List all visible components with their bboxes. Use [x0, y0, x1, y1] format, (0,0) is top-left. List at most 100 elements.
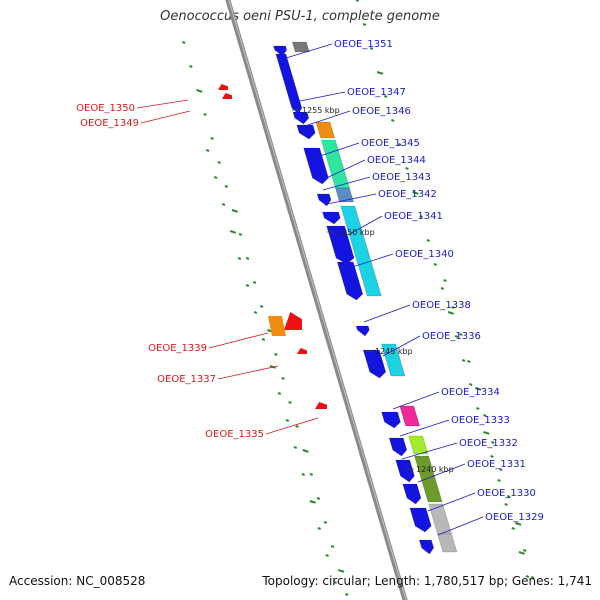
gc-mark [309, 473, 314, 476]
cog-block [335, 187, 354, 203]
forward-gene-label: OEOE_1338 [412, 300, 471, 311]
gc-mark [277, 392, 282, 395]
cog-block [437, 533, 458, 553]
reverse-gene-label: OEOE_1335 [205, 429, 264, 440]
cog-block [340, 205, 382, 297]
gc-mark [238, 233, 243, 236]
gc-mark [302, 449, 309, 453]
forward-gene-label: OEOE_1334 [441, 387, 500, 398]
leader-line [437, 516, 484, 536]
scale-tick-label: 1250 kbp [337, 228, 375, 237]
forward-cds [409, 507, 432, 533]
forward-gene-label: OEOE_1346 [352, 106, 411, 117]
summary-text: Topology: circular; Length: 1,780,517 bp… [262, 574, 592, 588]
gc-mark [245, 257, 250, 260]
leader-line [313, 142, 360, 159]
gc-mark [475, 387, 482, 391]
backbone-highlight [228, 0, 407, 600]
gc-mark [295, 425, 299, 428]
leader-line [208, 332, 269, 349]
gc-mark [210, 137, 214, 140]
gc-mark [229, 230, 237, 234]
forward-gene-label: OEOE_1331 [467, 459, 526, 470]
feature-track [218, 41, 458, 555]
forward-cds [418, 539, 435, 555]
gc-mark [376, 71, 384, 75]
gc-mark [497, 479, 501, 482]
gc-mark [301, 473, 306, 476]
gc-mark [447, 311, 455, 315]
leader-line [382, 335, 421, 357]
gc-mark [398, 143, 402, 146]
gc-mark [203, 113, 207, 116]
reverse-gene-label: OEOE_1350 [76, 103, 135, 114]
gc-mark [454, 335, 459, 338]
genome-backbone [225, 0, 408, 600]
gc-mark [253, 311, 258, 314]
gc-skew-marks [182, 0, 535, 596]
forward-cds [296, 124, 316, 140]
scale-tick-label: 1255 kbp [302, 106, 340, 115]
leader-line [417, 463, 466, 483]
reverse-cds [297, 348, 307, 354]
leader-line [217, 365, 279, 380]
leader-line [392, 391, 440, 410]
gc-mark [309, 500, 316, 504]
gc-mark [205, 149, 210, 152]
forward-cds [402, 483, 422, 505]
forward-gene-label: OEOE_1336 [422, 331, 481, 342]
gc-mark [467, 360, 471, 363]
gc-mark [443, 279, 447, 282]
reverse-cds [222, 93, 232, 99]
gc-mark [419, 215, 423, 218]
reverse-gene-label: OEOE_1349 [80, 118, 139, 129]
leader-line [363, 304, 411, 323]
gc-mark [323, 521, 328, 524]
gc-mark [344, 593, 349, 596]
gc-mark [362, 23, 367, 26]
gc-mark [317, 527, 321, 530]
forward-gene-label: OEOE_1329 [485, 512, 544, 523]
forward-cds [326, 225, 355, 265]
gc-mark [369, 47, 374, 50]
gc-mark [189, 65, 193, 68]
reverse-cds [218, 84, 228, 90]
gc-mark [440, 287, 445, 290]
gc-mark [288, 401, 292, 404]
gc-mark [391, 119, 395, 122]
gc-mark [461, 359, 466, 362]
leader-line [348, 253, 394, 269]
gc-mark [252, 281, 257, 284]
reverse-gene-label: OEOE_1337 [157, 374, 216, 385]
gc-mark [405, 167, 409, 170]
gc-mark [231, 209, 238, 213]
gc-mark [182, 41, 186, 44]
leader-line [299, 91, 346, 102]
reverse-gene-label: OEOE_1339 [148, 343, 207, 354]
leader-line [136, 99, 189, 109]
gc-mark [196, 89, 203, 93]
leader-line [427, 492, 476, 512]
gc-mark [515, 522, 522, 526]
gc-mark [285, 419, 290, 422]
gc-mark [281, 377, 285, 380]
gc-mark [325, 554, 329, 557]
gc-mark [459, 333, 463, 336]
gc-mark [499, 468, 503, 471]
cog-block [315, 121, 336, 139]
forward-cds [273, 45, 288, 57]
leader-line [285, 43, 333, 59]
forward-cds [303, 147, 329, 185]
leader-line [326, 193, 377, 205]
gc-mark [507, 495, 511, 498]
gc-mark [426, 239, 430, 242]
cog-block [414, 455, 443, 503]
forward-gene-label: OEOE_1347 [347, 87, 406, 98]
forward-cds [316, 193, 332, 207]
scale-tick-label: 1245 kbp [375, 347, 413, 356]
leader-line [401, 442, 458, 460]
forward-gene-label: OEOE_1330 [477, 488, 536, 499]
forward-gene-label: OEOE_1343 [372, 172, 431, 183]
gc-mark [522, 549, 527, 552]
forward-cds [292, 111, 310, 125]
